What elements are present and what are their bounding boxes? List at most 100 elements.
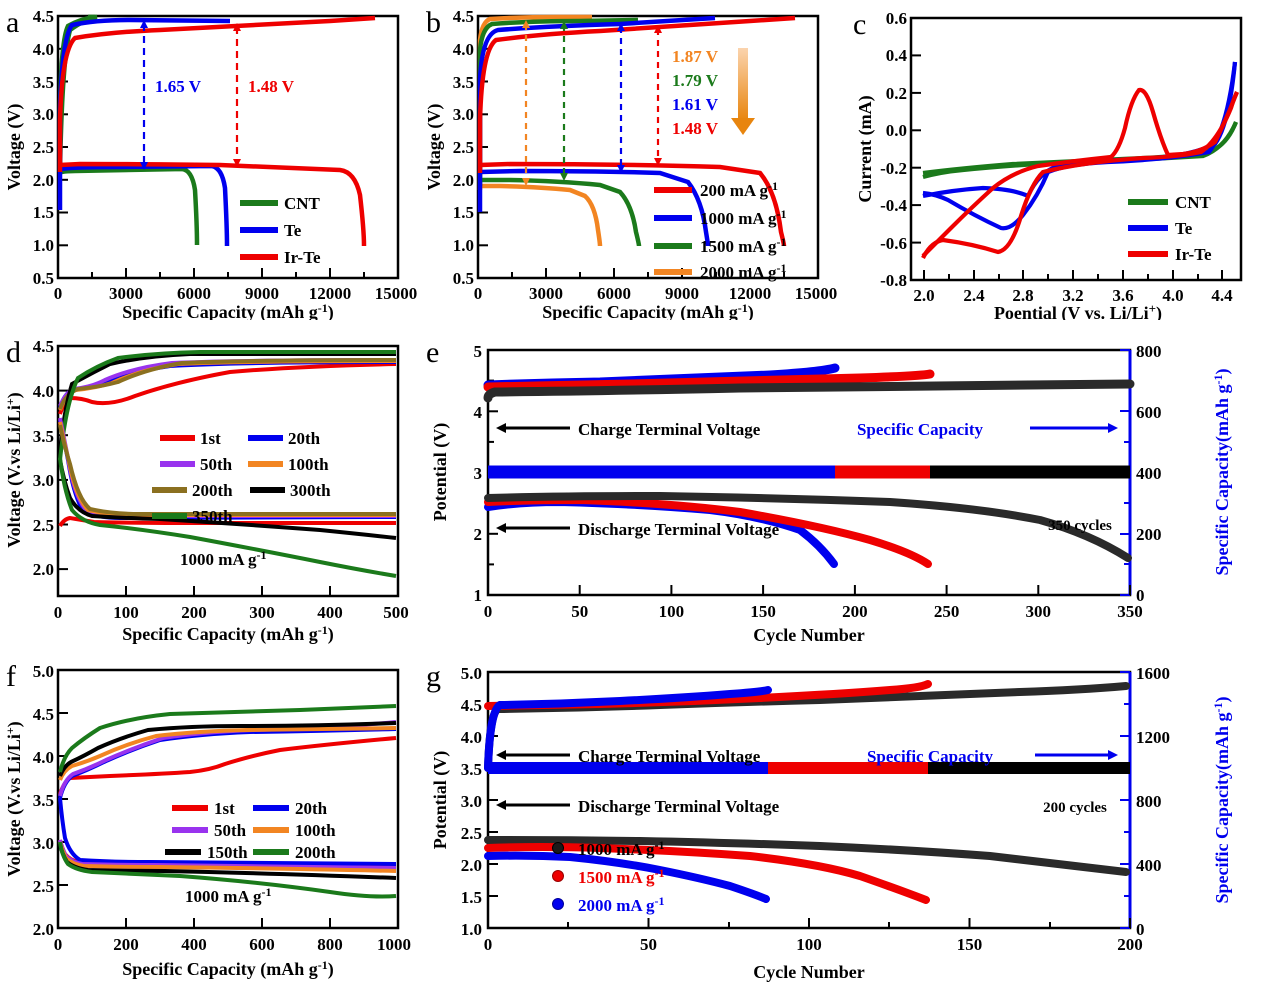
panel-c-legend-label-te: Te — [1175, 219, 1193, 238]
panel-a-annotation-165: 1.65 V — [140, 20, 202, 170]
panel-a-ylabel: Voltage (V) — [4, 104, 25, 191]
panel-c-legend-label-irte: Ir-Te — [1175, 245, 1212, 264]
svg-text:12000: 12000 — [309, 284, 352, 303]
panel-f-legend-label-1st: 1st — [214, 799, 235, 818]
svg-text:0.0: 0.0 — [886, 121, 907, 140]
svg-text:1.5: 1.5 — [453, 203, 474, 222]
panel-d-legend-label-350th: 350th — [192, 507, 233, 526]
panel-b-legend-label-200: 200 mA g-1 — [700, 179, 778, 200]
svg-text:3.6: 3.6 — [1112, 286, 1133, 305]
panel-b-curve-2000-charge — [477, 14, 592, 190]
panel-a-label-148: 1.48 V — [248, 77, 295, 96]
svg-text:0.5: 0.5 — [33, 269, 54, 288]
panel-f-xlabel: Specific Capacity (mAh g-1) — [122, 958, 333, 980]
svg-text:250: 250 — [934, 602, 960, 621]
svg-text:200: 200 — [1117, 935, 1143, 954]
panel-b-curve-1500-discharge — [480, 177, 642, 247]
svg-text:12000: 12000 — [729, 284, 772, 303]
svg-text:-0.4: -0.4 — [880, 196, 907, 215]
panel-f: f 5.0 4.5 4.0 3.5 3.0 2.5 2.0 0 200 400 … — [0, 650, 425, 987]
svg-text:4.0: 4.0 — [461, 728, 482, 747]
svg-text:4.5: 4.5 — [33, 337, 54, 356]
svg-text:1.0: 1.0 — [453, 236, 474, 255]
panel-a-xlabel: Specific Capacity (mAh g-1) — [122, 301, 333, 320]
svg-text:1600: 1600 — [1136, 664, 1170, 683]
svg-text:0: 0 — [54, 935, 63, 954]
svg-text:5.0: 5.0 — [461, 664, 482, 683]
panel-d-legend-label-300th: 300th — [290, 481, 331, 500]
panel-a-curve-irte-discharge — [59, 161, 367, 247]
svg-text:1.5: 1.5 — [33, 203, 54, 222]
svg-text:9000: 9000 — [245, 284, 279, 303]
panel-a-legend-label-cnt: CNT — [284, 194, 321, 213]
svg-text:2.8: 2.8 — [1012, 286, 1033, 305]
panel-f-curve-200th-charge — [58, 704, 397, 773]
panel-c-cv-irte-rev — [921, 87, 1239, 258]
panel-b-label-148: 1.48 V — [672, 119, 719, 138]
panel-d-legend-label-1st: 1st — [200, 429, 221, 448]
panel-g-yticks — [488, 671, 498, 929]
panel-e-charge-red — [483, 369, 935, 392]
panel-e-y2ticklabels: 0 200 400 600 800 — [1136, 342, 1162, 605]
svg-text:800: 800 — [1136, 342, 1162, 361]
svg-text:100: 100 — [796, 935, 822, 954]
panel-f-xticks — [57, 918, 399, 928]
svg-text:4: 4 — [474, 403, 483, 422]
panel-e: e 5 4 3 2 1 0 200 400 600 800 0 50 100 — [420, 330, 1268, 650]
svg-text:300: 300 — [249, 603, 275, 622]
panel-f-xticklabels: 0 200 400 600 800 1000 — [54, 935, 411, 954]
panel-b-legend: 200 mA g-1 1000 mA g-1 1500 mA g-1 2000 … — [654, 179, 787, 282]
panel-g-annotation-discharge: Discharge Terminal Voltage — [496, 797, 780, 816]
svg-text:-0.2: -0.2 — [880, 159, 907, 178]
panel-f-letter: f — [6, 660, 16, 693]
svg-text:5: 5 — [474, 342, 483, 361]
svg-text:150: 150 — [957, 935, 983, 954]
panel-b-annotation-179 — [560, 21, 568, 181]
panel-b-legend-label-1000: 1000 mA g-1 — [700, 207, 787, 228]
svg-text:4.0: 4.0 — [1162, 286, 1183, 305]
panel-e-xticks — [487, 585, 1131, 595]
panel-d-letter: d — [6, 336, 21, 369]
panel-d-legend: 1st 20th 50th 100th 200th 300th 350th — [152, 429, 331, 526]
svg-text:0: 0 — [54, 603, 63, 622]
panel-e-y2label: Specific Capacity(mAh g-1) — [1211, 369, 1233, 576]
panel-f-yticklabels: 5.0 4.5 4.0 3.5 3.0 2.5 2.0 — [33, 662, 54, 939]
panel-c-frame — [909, 16, 1243, 282]
svg-text:2.5: 2.5 — [453, 138, 474, 157]
panel-e-annotation-charge: Charge Terminal Voltage — [496, 420, 761, 439]
svg-text:200: 200 — [181, 603, 207, 622]
panel-d-yticklabels: 4.5 4.0 3.5 3.0 2.5 2.0 — [33, 337, 54, 579]
panel-f-curve-150th-charge — [58, 721, 397, 777]
svg-text:2.0: 2.0 — [33, 171, 54, 190]
svg-text:0.5: 0.5 — [453, 269, 474, 288]
panel-b-xticks — [477, 268, 819, 278]
panel-g-ylabel: Potential (V) — [430, 751, 451, 849]
svg-text:200: 200 — [1136, 525, 1162, 544]
panel-e-charge-label: Charge Terminal Voltage — [578, 420, 761, 439]
svg-text:3.0: 3.0 — [461, 792, 482, 811]
svg-text:4.0: 4.0 — [33, 382, 54, 401]
panel-e-discharge-label: Discharge Terminal Voltage — [578, 520, 780, 539]
panel-f-legend-label-50th: 50th — [214, 821, 247, 840]
panel-b-curve-1000-charge — [477, 15, 716, 212]
svg-text:150: 150 — [750, 602, 776, 621]
svg-text:0: 0 — [1136, 586, 1145, 605]
panel-d-xticklabels: 0 100 200 300 400 500 — [54, 603, 409, 622]
svg-text:0.6: 0.6 — [886, 9, 907, 28]
svg-text:6000: 6000 — [597, 284, 631, 303]
panel-f-legend-label-150th: 150th — [207, 843, 248, 862]
panel-b-curve-2000-discharge — [480, 183, 603, 247]
panel-b-curve-1500-charge — [477, 17, 639, 186]
panel-f-legend-label-200th: 200th — [295, 843, 336, 862]
svg-text:3000: 3000 — [109, 284, 143, 303]
svg-text:100: 100 — [113, 603, 139, 622]
panel-g-discharge-label: Discharge Terminal Voltage — [578, 797, 780, 816]
panel-b-ylabel: Voltage (V) — [424, 104, 445, 191]
panel-g-legend-label-1500: 1500 mA g-1 — [578, 866, 665, 887]
svg-text:2.5: 2.5 — [461, 824, 482, 843]
svg-text:800: 800 — [1136, 792, 1162, 811]
panel-g-discharge-black — [484, 836, 1130, 876]
panel-f-ylabel: Voltage (V.vs Li/Li+) — [3, 721, 25, 876]
panel-b-xticklabels: 0 3000 6000 9000 12000 15000 — [474, 284, 838, 303]
svg-text:200: 200 — [113, 935, 139, 954]
